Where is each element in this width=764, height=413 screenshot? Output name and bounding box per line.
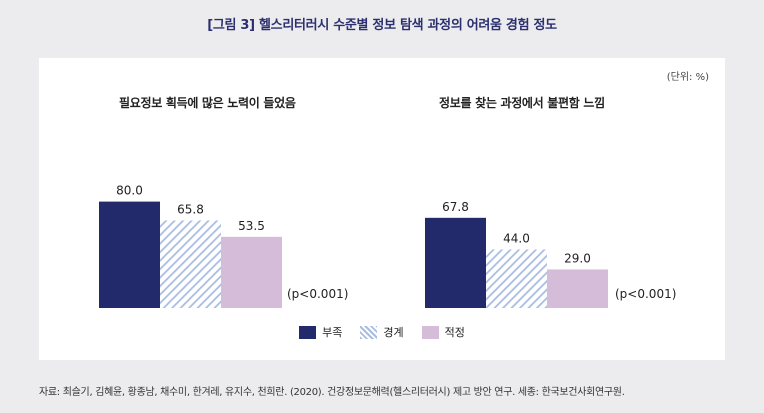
legend-swatch-경계 [360, 325, 378, 339]
chart-title-right: 정보를 찾는 과정에서 불편함 느낌 [439, 96, 605, 110]
chart-panel: (단위: %) 필요정보 획득에 많은 노력이 들었음 정보를 찾는 과정에서 … [39, 58, 725, 360]
unit-label: (단위: %) [666, 72, 709, 83]
bar-value-label-0-부족: 80.0 [116, 184, 143, 198]
legend-label-적정: 적정 [444, 326, 465, 339]
source-note: 자료: 최슬기, 김혜윤, 황종남, 채수미, 한겨레, 유지수, 천희란. (… [39, 387, 625, 398]
charts-canvas: 80.0 65.8 53.5 (p<0.001) 67.8 44.0 29.0 (p<0.00… [99, 184, 676, 308]
legend-item-부족: 부족 [299, 324, 342, 340]
bar-value-label-0-경계: 65.8 [177, 202, 204, 216]
bar-1-경계 [486, 249, 547, 308]
bar-0-부족 [99, 201, 160, 308]
bar-value-label-1-경계: 44.0 [503, 231, 530, 245]
legend-item-적정: 적정 [421, 324, 465, 340]
legend: 부족 경계 적정 [39, 324, 725, 340]
chart-title-left: 필요정보 획득에 많은 노력이 들었음 [119, 96, 296, 110]
legend-swatch-적정 [421, 325, 439, 339]
legend-label-경계: 경계 [383, 326, 404, 339]
bar-1-부족 [425, 217, 486, 308]
figure-title: [그림 3] 헬스리터러시 수준별 정보 탐색 과정의 어려움 경험 정도 [207, 18, 557, 33]
legend-label-부족: 부족 [322, 326, 343, 339]
legend-item-경계: 경계 [360, 324, 404, 340]
p-value-annotation-0: (p<0.001) [287, 287, 348, 301]
p-value-annotation-1: (p<0.001) [615, 287, 676, 301]
bar-value-label-0-적정: 53.5 [238, 219, 265, 233]
bar-1-적정 [547, 269, 608, 308]
bar-value-label-1-부족: 67.8 [442, 200, 469, 214]
legend-swatch-부족 [299, 325, 317, 339]
bar-0-경계 [160, 220, 221, 308]
bar-value-label-1-적정: 29.0 [564, 251, 591, 265]
bar-0-적정 [221, 236, 282, 308]
